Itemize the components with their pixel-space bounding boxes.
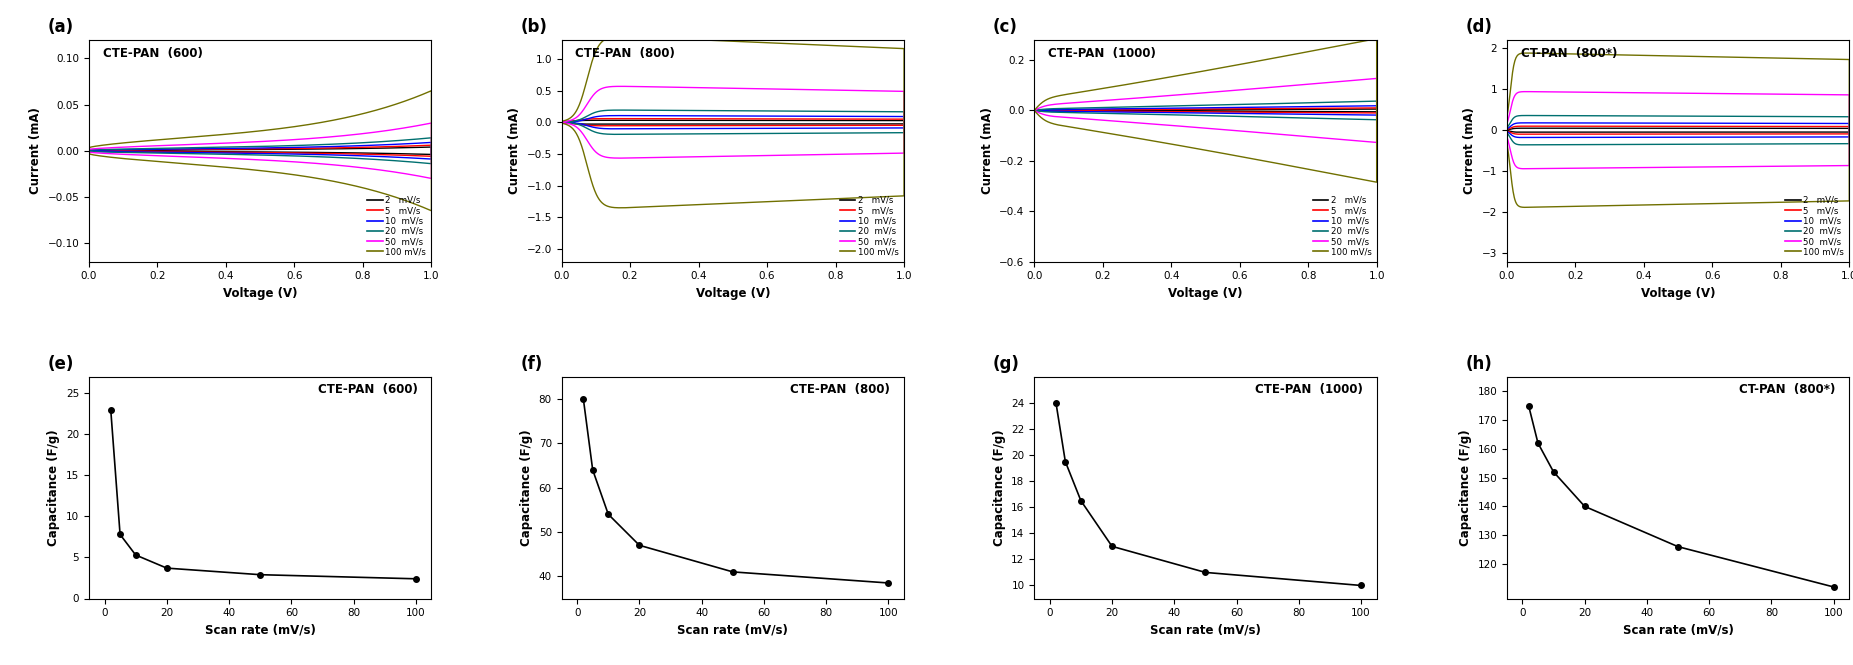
Y-axis label: Current (mA): Current (mA): [1464, 107, 1477, 194]
Y-axis label: Current (mA): Current (mA): [30, 107, 43, 194]
Legend: 2   mV/s, 5   mV/s, 10  mV/s, 20  mV/s, 50  mV/s, 100 mV/s: 2 mV/s, 5 mV/s, 10 mV/s, 20 mV/s, 50 mV/…: [839, 195, 901, 257]
X-axis label: Scan rate (mV/s): Scan rate (mV/s): [1151, 624, 1260, 637]
Text: (f): (f): [521, 354, 543, 372]
X-axis label: Voltage (V): Voltage (V): [695, 287, 771, 300]
Text: (d): (d): [1466, 18, 1492, 36]
Legend: 2   mV/s, 5   mV/s, 10  mV/s, 20  mV/s, 50  mV/s, 100 mV/s: 2 mV/s, 5 mV/s, 10 mV/s, 20 mV/s, 50 mV/…: [367, 195, 428, 257]
Text: (e): (e): [48, 354, 74, 372]
Text: CT-PAN  (800*): CT-PAN (800*): [1521, 47, 1618, 60]
Legend: 2   mV/s, 5   mV/s, 10  mV/s, 20  mV/s, 50  mV/s, 100 mV/s: 2 mV/s, 5 mV/s, 10 mV/s, 20 mV/s, 50 mV/…: [1784, 195, 1846, 257]
Y-axis label: Current (mA): Current (mA): [508, 107, 521, 194]
Text: (h): (h): [1466, 354, 1492, 372]
X-axis label: Voltage (V): Voltage (V): [1167, 287, 1243, 300]
Y-axis label: Capacitance (F/g): Capacitance (F/g): [993, 430, 1006, 546]
Text: CTE-PAN  (600): CTE-PAN (600): [319, 384, 417, 396]
Text: (g): (g): [993, 354, 1019, 372]
X-axis label: Scan rate (mV/s): Scan rate (mV/s): [1623, 624, 1734, 637]
Text: CTE-PAN  (1000): CTE-PAN (1000): [1049, 47, 1156, 60]
Y-axis label: Current (mA): Current (mA): [980, 107, 993, 194]
X-axis label: Scan rate (mV/s): Scan rate (mV/s): [678, 624, 788, 637]
X-axis label: Voltage (V): Voltage (V): [222, 287, 298, 300]
Text: CTE-PAN  (800): CTE-PAN (800): [791, 384, 889, 396]
Text: (b): (b): [521, 18, 547, 36]
Text: CTE-PAN  (800): CTE-PAN (800): [574, 47, 674, 60]
Text: CTE-PAN  (600): CTE-PAN (600): [102, 47, 202, 60]
Text: CTE-PAN  (1000): CTE-PAN (1000): [1254, 384, 1364, 396]
X-axis label: Scan rate (mV/s): Scan rate (mV/s): [204, 624, 315, 637]
Text: (c): (c): [993, 18, 1017, 36]
X-axis label: Voltage (V): Voltage (V): [1640, 287, 1716, 300]
Text: (a): (a): [48, 18, 74, 36]
Y-axis label: Capacitance (F/g): Capacitance (F/g): [1458, 430, 1471, 546]
Y-axis label: Capacitance (F/g): Capacitance (F/g): [48, 430, 61, 546]
Text: CT-PAN  (800*): CT-PAN (800*): [1740, 384, 1836, 396]
Legend: 2   mV/s, 5   mV/s, 10  mV/s, 20  mV/s, 50  mV/s, 100 mV/s: 2 mV/s, 5 mV/s, 10 mV/s, 20 mV/s, 50 mV/…: [1312, 195, 1373, 257]
Y-axis label: Capacitance (F/g): Capacitance (F/g): [521, 430, 534, 546]
